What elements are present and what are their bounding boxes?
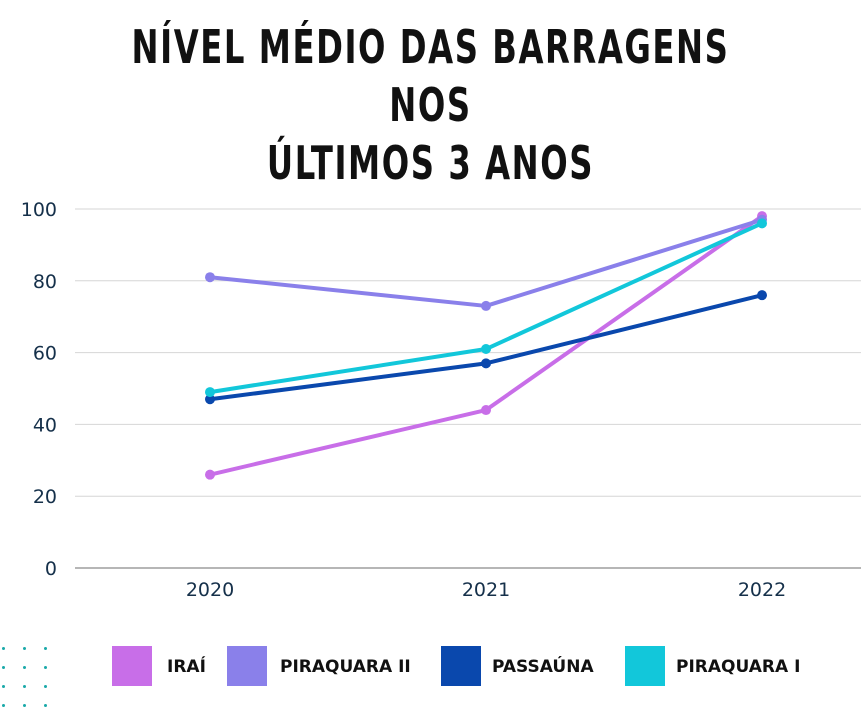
data-point-0-1 — [481, 405, 491, 416]
x-tick-label-2020: 2020 — [186, 579, 234, 601]
legend-label-0: IRAÍ — [167, 655, 206, 677]
legend-label-1: PIRAQUARA II — [280, 657, 411, 677]
legend-swatch-1 — [227, 646, 267, 686]
chart-title-line-1: NÍVEL MÉDIO DAS BARRAGENS NOS — [131, 20, 730, 132]
legend-swatch-2 — [441, 646, 481, 686]
data-point-2-1 — [481, 358, 491, 369]
data-point-3-1 — [481, 344, 491, 355]
y-tick-label-60: 60 — [33, 343, 57, 365]
legend-label-3: PIRAQUARA I — [676, 657, 800, 677]
data-point-2-2 — [757, 290, 767, 301]
data-point-1-1 — [481, 300, 491, 311]
decorative-dot — [2, 685, 5, 688]
legend-swatch-0 — [112, 646, 152, 686]
y-tick-label-40: 40 — [33, 414, 57, 436]
y-tick-label-100: 100 — [21, 199, 57, 221]
data-point-3-0 — [205, 387, 215, 398]
x-tick-label-2021: 2021 — [462, 579, 510, 601]
decorative-dot — [44, 704, 47, 707]
decorative-dot — [44, 647, 47, 650]
decorative-dot — [23, 666, 26, 669]
decorative-dot — [23, 704, 26, 707]
data-point-2-0 — [205, 394, 215, 405]
y-tick-label-20: 20 — [33, 486, 57, 508]
data-point-3-2 — [757, 218, 767, 229]
chart-title: NÍVEL MÉDIO DAS BARRAGENS NOS ÚLTIMOS 3 … — [95, 18, 767, 192]
x-tick-label-2022: 2022 — [738, 579, 786, 601]
y-tick-label-0: 0 — [45, 558, 57, 580]
legend-label-2: PASSAÚNA — [492, 655, 594, 677]
decorative-dot — [23, 647, 26, 650]
legend-swatch-3 — [625, 646, 665, 686]
decorative-dot — [23, 685, 26, 688]
decorative-dot — [2, 666, 5, 669]
decorative-dot — [44, 685, 47, 688]
data-point-1-0 — [205, 272, 215, 283]
y-tick-label-80: 80 — [33, 271, 57, 293]
chart-title-line-2: ÚLTIMOS 3 ANOS — [266, 136, 595, 190]
decorative-dot — [44, 666, 47, 669]
decorative-dot — [2, 647, 5, 650]
decorative-dot — [2, 704, 5, 707]
data-point-0-0 — [205, 469, 215, 480]
